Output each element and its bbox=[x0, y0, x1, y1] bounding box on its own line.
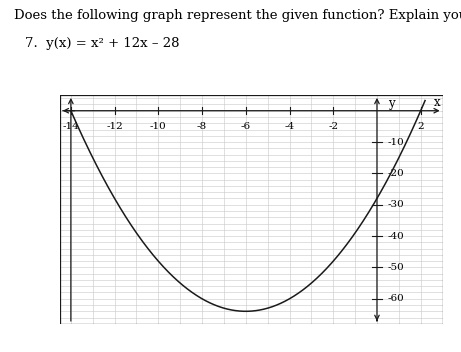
Text: -4: -4 bbox=[284, 122, 295, 131]
Text: Does the following graph represent the given function? Explain your reasoning.: Does the following graph represent the g… bbox=[14, 9, 461, 22]
Text: -6: -6 bbox=[241, 122, 251, 131]
Text: -14: -14 bbox=[63, 122, 79, 131]
Text: -10: -10 bbox=[388, 138, 405, 146]
Text: -8: -8 bbox=[197, 122, 207, 131]
Text: -40: -40 bbox=[388, 232, 405, 240]
Text: -2: -2 bbox=[328, 122, 338, 131]
Text: -60: -60 bbox=[388, 294, 405, 303]
Text: -20: -20 bbox=[388, 169, 405, 178]
Text: 7.  y(x) = x² + 12x – 28: 7. y(x) = x² + 12x – 28 bbox=[25, 37, 180, 50]
Text: -30: -30 bbox=[388, 200, 405, 209]
Text: 2: 2 bbox=[417, 122, 424, 131]
Text: y: y bbox=[388, 96, 395, 109]
Text: x: x bbox=[434, 96, 440, 109]
Text: -12: -12 bbox=[106, 122, 123, 131]
Text: -10: -10 bbox=[150, 122, 167, 131]
Text: -50: -50 bbox=[388, 263, 405, 272]
